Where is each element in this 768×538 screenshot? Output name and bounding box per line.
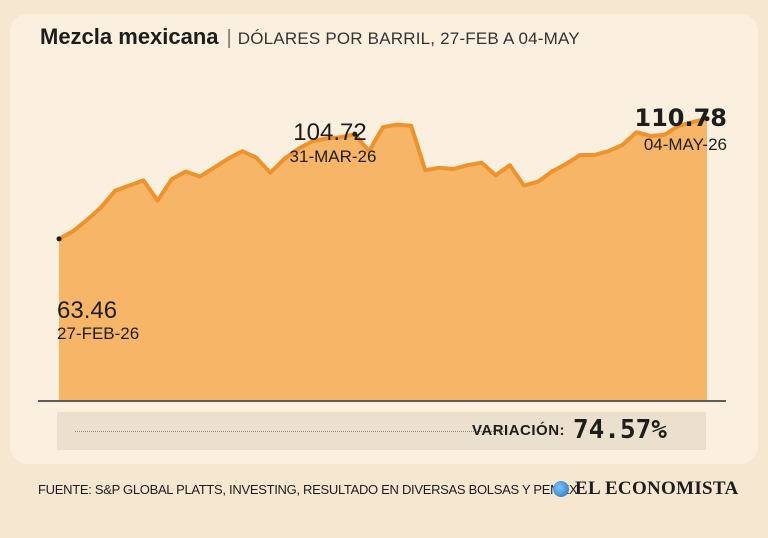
annotation-value-start: 63.46 xyxy=(57,297,117,324)
annotation-value-end: 110.78 xyxy=(634,104,727,132)
area-fill xyxy=(59,118,707,401)
annotation-date-mid: 31-MAR-26 xyxy=(290,147,377,166)
annotation-point-1 xyxy=(352,131,358,137)
brand-logo: EL ECONOMISTA xyxy=(553,478,739,500)
source-note: FUENTE: S&P GLOBAL PLATTS, INVESTING, RE… xyxy=(38,482,578,497)
annotation-date-end: 04-MAY-26 xyxy=(644,135,727,154)
annotation-point-0 xyxy=(56,236,62,242)
annotation-point-2 xyxy=(704,116,710,122)
series-line xyxy=(57,116,709,241)
dotted-leader xyxy=(75,431,506,432)
chart-title-block: Mezcla mexicana | DÓLARES POR BARRIL, 27… xyxy=(40,24,580,54)
chart-title: Mezcla mexicana xyxy=(40,24,219,49)
variation-label: VARIACIÓN: xyxy=(472,422,566,439)
variation-bar: VARIACIÓN: 74.57% xyxy=(57,412,706,450)
brand-name: EL ECONOMISTA xyxy=(575,478,739,499)
annotation-value-mid: 104.72 xyxy=(293,119,366,146)
annotation-date-start: 27-FEB-26 xyxy=(57,324,139,343)
title-separator: | xyxy=(226,27,232,49)
globe-icon xyxy=(553,481,569,497)
variation-value: 74.57% xyxy=(573,415,667,445)
chart-subtitle: DÓLARES POR BARRIL, 27-FEB A 04-MAY xyxy=(237,29,580,48)
